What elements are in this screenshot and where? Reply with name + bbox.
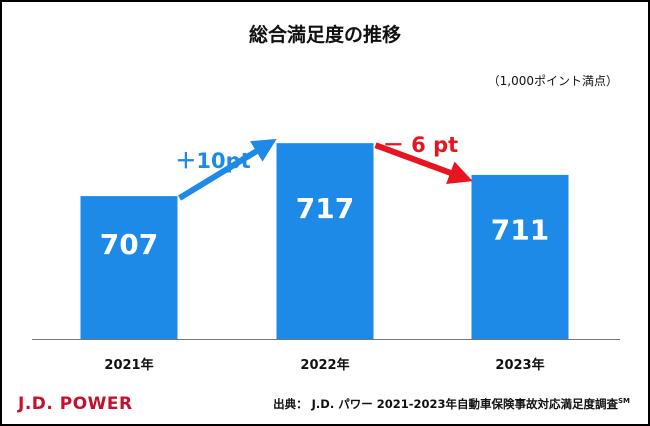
- source-note: 出典： J.D. パワー 2021-2023年自動車保険事故対応満足度調査SM: [273, 396, 630, 412]
- source-text: J.D. パワー 2021-2023年自動車保険事故対応満足度調査: [311, 397, 618, 411]
- bar-2: [471, 174, 569, 339]
- change-label-0: ＋10pt: [175, 149, 250, 173]
- x-tick-label-1: 2022年: [300, 357, 349, 373]
- source-label: 出典：: [273, 397, 308, 411]
- change-label-1: － 6 pt: [383, 133, 458, 157]
- change-arrow-1: [374, 142, 473, 185]
- bar-value-label-0: 707: [100, 228, 158, 261]
- bar-0: [80, 196, 178, 339]
- source-superscript: SM: [617, 397, 630, 406]
- jd-power-logo: J.D. POWER: [18, 394, 133, 414]
- bar-value-label-1: 717: [296, 192, 354, 225]
- chart-title: 総合満足度の推移: [248, 24, 401, 46]
- bar-1: [276, 143, 374, 339]
- x-tick-label-2: 2023年: [495, 357, 544, 373]
- bar-value-label-2: 711: [491, 213, 549, 246]
- x-tick-label-0: 2021年: [104, 357, 153, 373]
- change-arrow-0: [177, 138, 277, 201]
- unit-note: （1,000ポイント満点）: [487, 74, 618, 88]
